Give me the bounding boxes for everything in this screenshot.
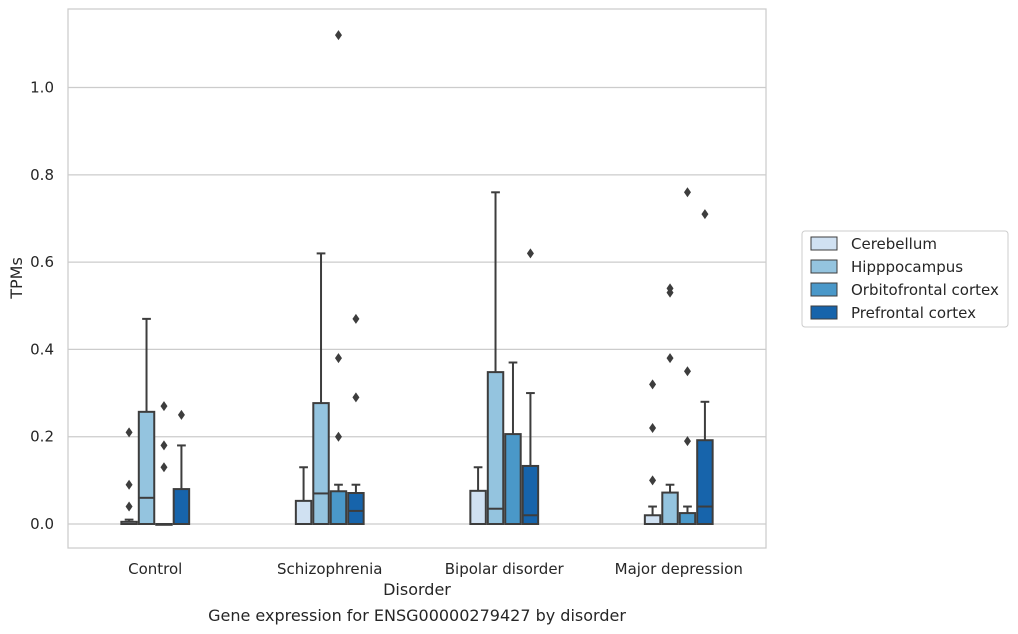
legend-label: Prefrontal cortex [851, 304, 976, 322]
box-body [521, 464, 540, 525]
outlier-point [666, 283, 674, 294]
outlier-point [683, 436, 691, 447]
box-2-3 [678, 187, 697, 525]
box-2-1 [329, 30, 348, 525]
outlier-point [352, 313, 360, 324]
outlier-point [352, 392, 360, 403]
box-layer [120, 30, 714, 526]
box-body [661, 491, 679, 525]
y-axis-title: TPMs [7, 257, 26, 300]
box-body [137, 410, 156, 525]
box-body [294, 499, 313, 525]
box-body [696, 439, 714, 525]
box-1-0 [137, 317, 156, 525]
box-0-1 [294, 466, 313, 525]
box-body [486, 371, 505, 525]
box-body [312, 402, 330, 525]
box-1-2 [486, 191, 505, 525]
outlier-point [649, 475, 657, 486]
x-tick-label: Schizophrenia [277, 560, 382, 578]
box-body [678, 512, 697, 525]
outlier-point [334, 353, 342, 364]
box-2-0 [155, 401, 173, 526]
box-body [172, 488, 191, 525]
figure-caption: Gene expression for ENSG00000279427 by d… [208, 606, 626, 625]
box-0-2 [469, 466, 487, 525]
legend-frame [801, 230, 1009, 328]
y-tick-label: 0.8 [30, 166, 54, 184]
box-body [347, 492, 365, 525]
box-body [329, 490, 348, 525]
outlier-point [526, 248, 534, 259]
legend-swatch [810, 236, 838, 251]
legend-label: Orbitofrontal cortex [851, 281, 999, 299]
legend-swatch [810, 259, 838, 274]
box-3-1 [347, 313, 365, 525]
legend-label: Hipppocampus [851, 258, 963, 276]
box-3-0 [172, 409, 191, 525]
outlier-point [160, 401, 168, 412]
x-tick-labels: Control Schizophrenia Bipolar disorder Majo… [128, 560, 743, 578]
outlier-point [125, 479, 133, 490]
box-1-3 [661, 283, 679, 525]
box-body [504, 433, 522, 525]
plot-frame [67, 8, 767, 549]
box-3-3 [696, 209, 714, 525]
outlier-point [649, 379, 657, 390]
outlier-point [666, 353, 674, 364]
box-0-0 [120, 427, 138, 525]
x-axis-title: Disorder [383, 580, 451, 599]
legend-label: Cerebellum [851, 235, 937, 253]
y-tick-label: 0.2 [30, 428, 54, 446]
outlier-point [125, 427, 133, 438]
box-body [469, 489, 487, 525]
box-2-2 [504, 361, 522, 525]
outlier-point [160, 462, 168, 473]
legend-swatch [810, 305, 838, 320]
outlier-point [683, 187, 691, 198]
outlier-point [649, 422, 657, 433]
outlier-point [683, 366, 691, 377]
outlier-point [701, 209, 709, 220]
y-tick-label: 0.6 [30, 253, 54, 271]
x-tick-label: Major depression [615, 560, 743, 578]
x-tick-label: Bipolar disorder [445, 560, 565, 578]
plot-background [68, 9, 766, 548]
y-tick-label: 1.0 [30, 79, 54, 97]
box-0-3 [643, 379, 662, 525]
y-tick-label: 0.4 [30, 340, 54, 358]
y-tick-label: 0.0 [30, 515, 54, 533]
x-tick-label: Control [128, 560, 182, 578]
legend: Cerebellum Hipppocampus Orbitofrontal cort… [801, 230, 1009, 328]
outlier-point [334, 30, 342, 41]
outlier-point [177, 409, 185, 420]
outlier-point [160, 440, 168, 451]
y-tick-labels: 0.0 0.2 0.4 0.6 0.8 1.0 [30, 79, 54, 533]
outlier-point [334, 431, 342, 442]
box-body [643, 514, 662, 525]
box-1-1 [312, 252, 330, 525]
legend-swatch [810, 282, 838, 297]
box-3-2 [521, 248, 540, 525]
outlier-point [125, 501, 133, 512]
